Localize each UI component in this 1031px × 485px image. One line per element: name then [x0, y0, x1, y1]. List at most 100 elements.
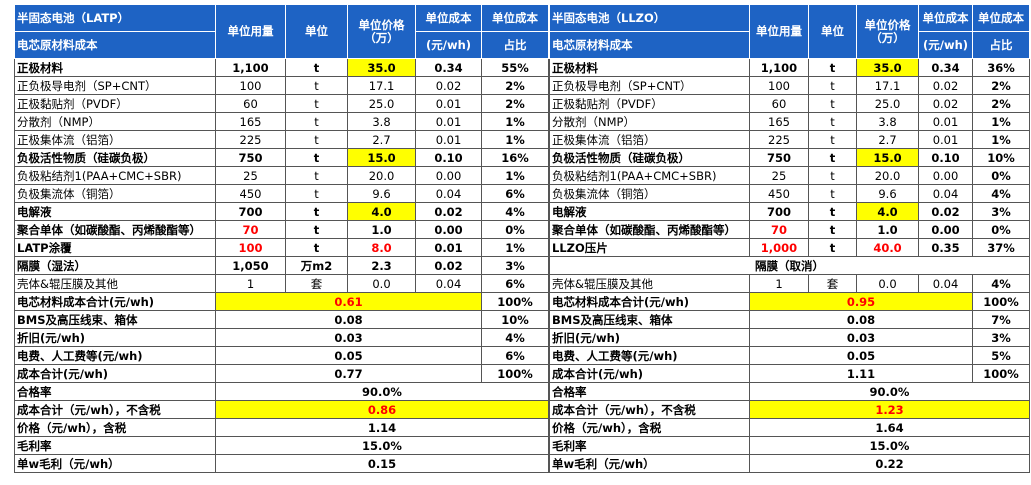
- cell: 2.3: [347, 256, 416, 275]
- cell: t: [808, 76, 857, 95]
- header-cell: 半固态电池（LLZO）: [549, 4, 750, 32]
- cell: 0.01: [415, 130, 482, 149]
- cell: 9.6: [347, 184, 416, 203]
- cell: 电费、人工费等(元/wh): [549, 346, 750, 365]
- cell: 1%: [972, 112, 1030, 131]
- cell: 0.04: [918, 274, 973, 293]
- cell: 万m2: [285, 256, 348, 275]
- cell: 1%: [481, 238, 549, 257]
- data-row: 正极黏贴剂（PVDF） 60 t 25.0 0.01 2%: [14, 94, 549, 113]
- cell: 0.34: [918, 58, 973, 77]
- header-row: 半固态电池（LATP） 单位用量 单位 单位价格 （万） 单位成本 单位成本: [14, 4, 549, 59]
- cell: 负极活性物质（硅碳负极）: [549, 148, 750, 167]
- header-row: 半固态电池（LLZO） 单位用量 单位 单位价格 （万） 单位成本 单位成本: [549, 4, 1030, 59]
- cell: 40.0: [856, 238, 919, 257]
- cell: 0.01: [415, 94, 482, 113]
- cell: 合格率: [549, 382, 750, 401]
- cell: 100%: [481, 364, 549, 383]
- data-row: 隔膜（湿法） 1,050 万m2 2.3 0.02 3%: [14, 256, 549, 275]
- cell: 正极材料: [14, 58, 216, 77]
- cell: t: [285, 184, 348, 203]
- cell: 0.01: [918, 112, 973, 131]
- cell: 正负极导电剂（SP+CNT）: [549, 76, 750, 95]
- data-row: LLZO压片 1,000 t 40.0 0.35 37%: [549, 238, 1030, 257]
- cell: t: [808, 202, 857, 221]
- cell: 1,100: [215, 58, 286, 77]
- data-row: LATP涂覆 100 t 8.0 0.01 1%: [14, 238, 549, 257]
- cell: 450: [749, 184, 809, 203]
- cell: 0.35: [918, 238, 973, 257]
- cell: t: [808, 130, 857, 149]
- cell: 450: [215, 184, 286, 203]
- cell: 750: [749, 148, 809, 167]
- data-row: 正负极导电剂（SP+CNT） 100 t 17.1 0.02 2%: [549, 76, 1030, 95]
- cell: 负极粘结剂1(PAA+CMC+SBR): [549, 166, 750, 185]
- cost-table: 半固态电池（LLZO） 单位用量 单位 单位价格 （万） 单位成本 单位成本 电芯原材料成本…: [549, 4, 1030, 473]
- cell: 电解液: [14, 202, 216, 221]
- data-row: 负极集流体（铜箔） 450 t 9.6 0.04 6%: [14, 184, 549, 203]
- cell: 1.23: [749, 400, 1030, 419]
- cell: 0.08: [215, 310, 482, 329]
- cell: 55%: [481, 58, 549, 77]
- cell: 1%: [481, 130, 549, 149]
- cell: 正极黏贴剂（PVDF）: [549, 94, 750, 113]
- cell: 0.00: [918, 166, 973, 185]
- cell: 0.15: [215, 454, 549, 473]
- cell: 4%: [972, 184, 1030, 203]
- cell: 1.14: [215, 418, 549, 437]
- cell: 毛利率: [549, 436, 750, 455]
- cell: 0.04: [415, 184, 482, 203]
- cell: 正极黏贴剂（PVDF）: [14, 94, 216, 113]
- cell: 90.0%: [215, 382, 549, 401]
- cell: 100: [215, 238, 286, 257]
- cell: 700: [749, 202, 809, 221]
- cell: 0.05: [749, 346, 973, 365]
- data-row: 单w毛利（元/wh） 0.15: [14, 454, 549, 473]
- cell: 0.86: [215, 400, 549, 419]
- cell: 17.1: [347, 76, 416, 95]
- cell: 5%: [972, 346, 1030, 365]
- cell: t: [285, 130, 348, 149]
- cell: 0.22: [749, 454, 1030, 473]
- cell: 聚合单体（如碳酸酯、丙烯酸酯等）: [14, 220, 216, 239]
- header-cell: (元/wh): [918, 31, 973, 59]
- cell: 100%: [481, 292, 549, 311]
- cell: 0.0: [856, 274, 919, 293]
- data-row: 正负极导电剂（SP+CNT） 100 t 17.1 0.02 2%: [14, 76, 549, 95]
- cell: 3%: [972, 202, 1030, 221]
- cell: 聚合单体（如碳酸酯、丙烯酸酯等）: [549, 220, 750, 239]
- cell: 折旧(元/wh): [549, 328, 750, 347]
- cell: 700: [215, 202, 286, 221]
- cell: 10%: [481, 310, 549, 329]
- data-row: 正极黏贴剂（PVDF） 60 t 25.0 0.02 2%: [549, 94, 1030, 113]
- cell: 20.0: [347, 166, 416, 185]
- cell: t: [285, 112, 348, 131]
- data-row: 分散剂（NMP） 165 t 3.8 0.01 1%: [549, 112, 1030, 131]
- data-row: 负极集流体（铜箔） 450 t 9.6 0.04 4%: [549, 184, 1030, 203]
- cell: 0.01: [918, 130, 973, 149]
- cell: 单w毛利（元/wh）: [549, 454, 750, 473]
- data-row: 价格（元/wh），含税 1.14: [14, 418, 549, 437]
- cell: 0.05: [215, 346, 482, 365]
- cell: 0.01: [415, 238, 482, 257]
- cell: t: [808, 148, 857, 167]
- cell: 0.34: [415, 58, 482, 77]
- cell: 9.6: [856, 184, 919, 203]
- cell: 8.0: [347, 238, 416, 257]
- cell: 16%: [481, 148, 549, 167]
- cell: 隔膜（取消）: [549, 256, 1030, 275]
- cell: 4.0: [347, 202, 416, 221]
- cell: t: [808, 184, 857, 203]
- cell: 0%: [481, 220, 549, 239]
- data-row: 负极粘结剂1(PAA+CMC+SBR) 25 t 20.0 0.00 0%: [549, 166, 1030, 185]
- data-row: 成本合计(元/wh) 1.11 100%: [549, 364, 1030, 383]
- header-cell: (元/wh): [415, 31, 482, 59]
- cell: 0.08: [749, 310, 973, 329]
- cell: 0%: [972, 166, 1030, 185]
- cell: 3%: [972, 328, 1030, 347]
- data-row: 成本合计(元/wh) 0.77 100%: [14, 364, 549, 383]
- data-row: 正极材料 1,100 t 35.0 0.34 36%: [549, 58, 1030, 77]
- cell: 正极材料: [549, 58, 750, 77]
- cell: t: [285, 238, 348, 257]
- cell: 0.10: [918, 148, 973, 167]
